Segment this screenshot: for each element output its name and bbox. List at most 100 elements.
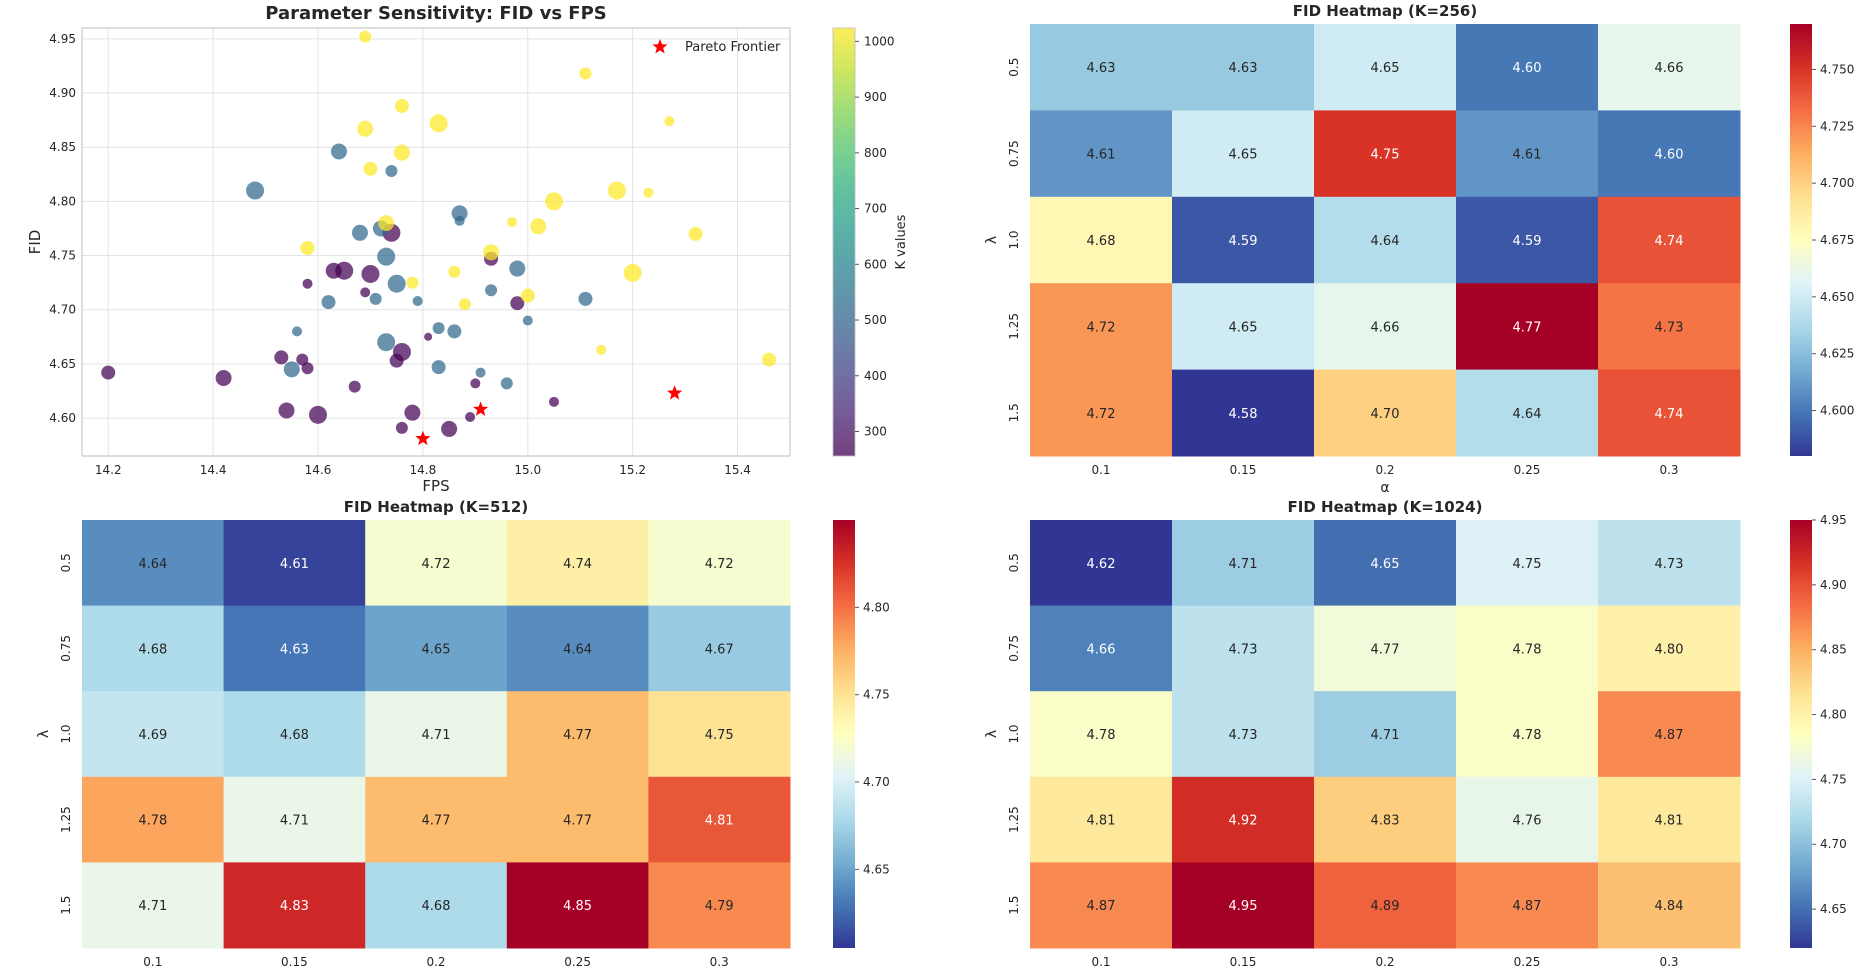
scatter-title: Parameter Sensitivity: FID vs FPS bbox=[265, 3, 607, 24]
heatmap-k256-cell-value: 4.60 bbox=[1513, 61, 1542, 76]
heatmap-k512-cell bbox=[82, 605, 225, 692]
heatmap-k256-cell bbox=[1456, 110, 1599, 198]
scatter-point bbox=[664, 116, 675, 127]
scatter-point bbox=[385, 165, 398, 178]
heatmap-k256-cell bbox=[1314, 369, 1457, 457]
scatter-x-tick: 14.8 bbox=[410, 463, 437, 477]
heatmap-k256-cell-value: 4.66 bbox=[1371, 320, 1400, 335]
heatmap-k512-cell-value: 4.69 bbox=[138, 728, 167, 743]
heatmap-k256-cell bbox=[1030, 369, 1173, 457]
heatmap-k256-cell-value: 4.59 bbox=[1513, 234, 1542, 249]
heatmap-k512-cell-value: 4.68 bbox=[280, 728, 309, 743]
heatmap-k1024-cell bbox=[1314, 776, 1457, 863]
scatter-colorbar-tick: 800 bbox=[864, 146, 887, 160]
heatmap-k256-cell bbox=[1030, 24, 1173, 111]
heatmap-k256-y-tick: 0.5 bbox=[1007, 58, 1021, 77]
heatmap-k1024-cell bbox=[1598, 605, 1741, 692]
heatmap-k512-cell bbox=[365, 691, 508, 778]
scatter-colorbar-tick: 500 bbox=[864, 313, 887, 327]
scatter-point bbox=[432, 322, 445, 335]
heatmap-k1024-cell-value: 4.78 bbox=[1087, 728, 1116, 743]
heatmap-k512-cell-value: 4.85 bbox=[563, 899, 592, 914]
heatmap-k256-cell bbox=[1456, 283, 1599, 371]
scatter-x-label: FPS bbox=[422, 477, 449, 495]
scatter-point bbox=[357, 120, 374, 137]
scatter-y-tick: 4.70 bbox=[49, 303, 76, 317]
heatmap-k256-cell-value: 4.68 bbox=[1087, 234, 1116, 249]
heatmap-k1024-x-tick: 0.25 bbox=[1514, 955, 1541, 969]
heatmap-k256-cell-value: 4.72 bbox=[1087, 320, 1116, 335]
heatmap-k256-cell-value: 4.63 bbox=[1087, 61, 1116, 76]
heatmap-k1024-colorbar-tick: 4.70 bbox=[1820, 837, 1847, 851]
heatmap-k256-title: FID Heatmap (K=256) bbox=[1293, 2, 1477, 20]
heatmap-k1024-x-tick: 0.1 bbox=[1091, 955, 1110, 969]
heatmap-k512-cell-value: 4.71 bbox=[138, 899, 167, 914]
heatmap-k512-cell-value: 4.71 bbox=[422, 728, 451, 743]
heatmap-k256-cell bbox=[1598, 196, 1741, 284]
heatmap-k256-colorbar-tick: 4.600 bbox=[1820, 404, 1854, 418]
scatter-frame bbox=[81, 27, 791, 457]
scatter-point bbox=[429, 114, 448, 133]
heatmap-k256-cell-value: 4.72 bbox=[1087, 407, 1116, 422]
heatmap-k1024-cell bbox=[1314, 691, 1457, 778]
heatmap-k256-cell bbox=[1598, 369, 1741, 457]
heatmap-k512-cell bbox=[365, 862, 508, 949]
scatter-point bbox=[283, 361, 300, 378]
heatmap-k512-cell bbox=[506, 862, 649, 949]
scatter-point bbox=[377, 333, 396, 352]
heatmap-k1024-cell bbox=[1456, 691, 1599, 778]
heatmap-k512-cell bbox=[223, 776, 366, 863]
scatter-colorbar-tick: 600 bbox=[864, 257, 887, 271]
heatmap-k512-cell bbox=[82, 520, 225, 607]
scatter-point bbox=[246, 181, 265, 200]
legend-pareto-label: Pareto Frontier bbox=[685, 40, 781, 55]
heatmap-k1024-y-tick: 1.25 bbox=[1007, 806, 1021, 833]
heatmap-k256-x-tick: 0.25 bbox=[1514, 463, 1541, 477]
heatmap-k512-cell-value: 4.64 bbox=[138, 557, 167, 572]
heatmap-k512-y-label: λ bbox=[36, 730, 52, 738]
scatter-point bbox=[454, 215, 465, 226]
scatter-point bbox=[470, 378, 481, 389]
scatter-y-tick: 4.85 bbox=[49, 140, 76, 154]
scatter-point bbox=[762, 352, 777, 367]
scatter-point bbox=[101, 365, 116, 380]
heatmap-k512-cell bbox=[648, 776, 791, 863]
heatmap-k256-cell-value: 4.59 bbox=[1229, 234, 1258, 249]
scatter-point bbox=[441, 420, 458, 437]
heatmap-k1024-cell bbox=[1598, 691, 1741, 778]
heatmap-k512-y-tick: 1.0 bbox=[59, 724, 73, 743]
heatmap-k512-cell-value: 4.77 bbox=[422, 814, 451, 829]
heatmap-k256-cell bbox=[1314, 196, 1457, 284]
scatter-y-label: FID bbox=[26, 230, 44, 255]
heatmap-k1024-y-tick: 1.0 bbox=[1007, 724, 1021, 743]
heatmap-k1024-title: FID Heatmap (K=1024) bbox=[1288, 498, 1483, 516]
heatmap-k256-cell-value: 4.65 bbox=[1229, 148, 1258, 163]
heatmap-k256-cell-value: 4.74 bbox=[1655, 407, 1684, 422]
heatmap-k1024-x-tick: 0.2 bbox=[1375, 955, 1394, 969]
scatter-colorbar-tick: 1000 bbox=[864, 34, 895, 48]
heatmap-k1024-cell-value: 4.92 bbox=[1229, 814, 1258, 829]
heatmap-k512-y-tick: 1.25 bbox=[59, 806, 73, 833]
heatmap-k1024-cell-value: 4.87 bbox=[1087, 899, 1116, 914]
heatmap-k512-cell-value: 4.77 bbox=[563, 728, 592, 743]
heatmap-k1024-cell bbox=[1456, 520, 1599, 607]
heatmap-k256-cell bbox=[1172, 110, 1315, 198]
heatmap-k512-colorbar-tick: 4.75 bbox=[863, 688, 890, 702]
heatmap-k1024-cell bbox=[1172, 862, 1315, 949]
heatmap-k512-title: FID Heatmap (K=512) bbox=[344, 498, 528, 516]
heatmap-k256-panel: 4.63 4.63 4.65 4.60 4.66 4.61 4.65 4.75 4.61 4.60… bbox=[984, 2, 1816, 496]
scatter-colorbar-tick: 300 bbox=[864, 424, 887, 438]
scatter-plot-area bbox=[82, 28, 790, 456]
scatter-point bbox=[510, 296, 525, 311]
heatmap-k1024-colorbar-tick: 4.80 bbox=[1820, 708, 1847, 722]
scatter-point bbox=[458, 298, 471, 311]
scatter-panel: Pareto Frontier Parameter Sensitivity: FI… bbox=[26, 3, 909, 495]
heatmap-k512-colorbar-tick: 4.70 bbox=[863, 775, 890, 789]
scatter-point bbox=[623, 263, 642, 282]
scatter-x-tick: 14.6 bbox=[305, 463, 332, 477]
heatmap-k512-cell bbox=[648, 862, 791, 949]
heatmap-k1024-cell-value: 4.75 bbox=[1513, 557, 1542, 572]
heatmap-k512-panel: 4.64 4.61 4.72 4.74 4.72 4.68 4.63 4.65 4.64 4.67… bbox=[36, 498, 859, 974]
scatter-point bbox=[485, 284, 498, 297]
